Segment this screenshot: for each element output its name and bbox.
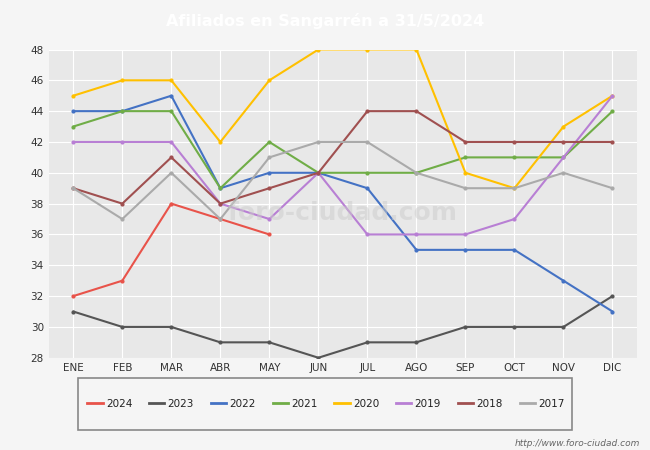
- Text: 2022: 2022: [229, 399, 255, 409]
- Text: 2024: 2024: [106, 399, 132, 409]
- Text: Afiliados en Sangarrén a 31/5/2024: Afiliados en Sangarrén a 31/5/2024: [166, 14, 484, 29]
- Text: 2019: 2019: [415, 399, 441, 409]
- Text: 2021: 2021: [291, 399, 317, 409]
- Text: 2023: 2023: [168, 399, 194, 409]
- Text: foro-ciudad.com: foro-ciudad.com: [228, 201, 458, 225]
- Text: http://www.foro-ciudad.com: http://www.foro-ciudad.com: [515, 439, 640, 448]
- Text: 2020: 2020: [353, 399, 379, 409]
- Text: 2017: 2017: [538, 399, 564, 409]
- Text: 2018: 2018: [476, 399, 502, 409]
